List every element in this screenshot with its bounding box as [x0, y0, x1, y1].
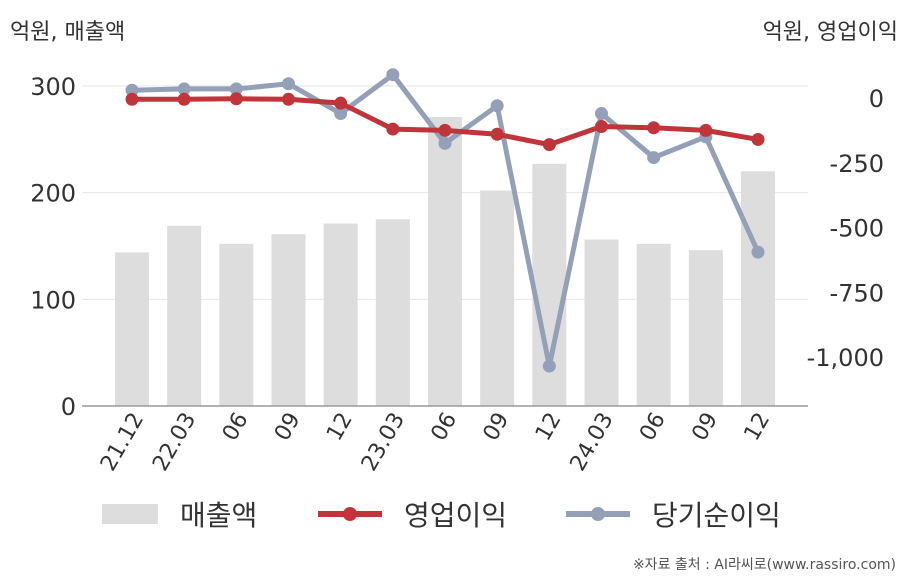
right-axis-unit: 억원, 영업이익: [762, 20, 898, 45]
chart-legend: 매출액 영업이익 당기순이익: [0, 494, 908, 534]
bar-sales: [688, 250, 723, 406]
x-tick-label: 12: [531, 409, 567, 446]
legend-label-operating-profit: 영업이익: [404, 499, 508, 532]
left-tick-label: 200: [30, 180, 76, 208]
x-tick-label: 12: [322, 409, 358, 446]
bar-sales: [167, 225, 202, 406]
point-operating-profit: [282, 92, 295, 106]
x-tick-label: 22.03: [148, 409, 201, 476]
point-net-income: [647, 151, 661, 165]
point-net-income: [595, 107, 608, 121]
left-tick-label: 300: [30, 73, 76, 101]
point-net-income: [490, 99, 504, 113]
right-tick-label: -1,000: [807, 344, 884, 372]
point-net-income: [177, 82, 191, 96]
legend-swatch-net-income: [566, 507, 630, 521]
left-axis-unit: 억원, 매출액: [10, 20, 126, 45]
point-operating-profit: [229, 92, 243, 106]
point-net-income: [229, 82, 243, 96]
bar-sales: [480, 190, 515, 406]
point-operating-profit: [595, 119, 608, 133]
x-tick-label: 24.03: [566, 409, 619, 476]
x-tick-label: 09: [687, 409, 723, 446]
point-net-income: [751, 245, 765, 259]
x-tick-label: 09: [270, 409, 306, 446]
x-tick-label: 06: [218, 409, 254, 446]
x-tick-label: 21.12: [96, 409, 149, 476]
bar-sales: [271, 234, 306, 406]
x-tick-label: 06: [635, 409, 671, 446]
x-tick-label: 06: [427, 409, 463, 446]
right-tick-label: -500: [830, 215, 884, 243]
bar-sales: [741, 171, 775, 406]
point-net-income: [334, 107, 348, 121]
legend-label-net-income: 당기순이익: [652, 499, 781, 532]
right-tick-label: -750: [830, 279, 884, 307]
point-operating-profit: [438, 123, 452, 137]
point-operating-profit: [177, 92, 191, 106]
bar-sales: [219, 243, 254, 406]
combo-chart: 0 100 200 300 0 -250 -500 -750 -1,000 21.12 22.03 0…: [30, 68, 884, 476]
x-tick-label: 09: [479, 408, 515, 445]
bar-sales: [323, 223, 358, 406]
right-tick-label: -250: [830, 150, 884, 178]
bar-sales: [584, 239, 619, 406]
point-operating-profit: [751, 132, 765, 146]
point-operating-profit: [125, 92, 139, 106]
point-operating-profit: [542, 138, 556, 152]
bar-sales: [115, 252, 149, 406]
bar-sales: [636, 243, 671, 406]
point-operating-profit: [386, 122, 400, 136]
left-tick-label: 0: [61, 393, 76, 421]
point-operating-profit: [647, 121, 661, 135]
point-operating-profit: [490, 127, 504, 141]
point-operating-profit: [699, 123, 713, 137]
point-net-income: [282, 77, 295, 91]
point-net-income: [438, 136, 452, 150]
right-tick-label: 0: [869, 85, 884, 113]
x-tick-label: 23.03: [357, 409, 410, 476]
source-footer: ※자료 출처 : AI라씨로(www.rassiro.com): [632, 557, 896, 573]
point-net-income: [542, 359, 556, 373]
legend-item-net-income: 당기순이익: [566, 494, 781, 534]
legend-label-sales: 매출액: [180, 499, 258, 532]
legend-swatch-operating-profit: [318, 507, 382, 521]
bar-sales: [428, 116, 462, 406]
point-net-income: [386, 68, 400, 82]
x-tick-label: 12: [740, 409, 776, 446]
bar-sales: [375, 219, 410, 406]
left-tick-label: 100: [30, 286, 76, 314]
legend-item-sales: 매출액: [102, 494, 257, 534]
legend-item-operating-profit: 영업이익: [318, 494, 507, 534]
legend-swatch-sales: [102, 504, 158, 524]
point-operating-profit: [334, 96, 348, 110]
point-net-income: [125, 83, 139, 97]
